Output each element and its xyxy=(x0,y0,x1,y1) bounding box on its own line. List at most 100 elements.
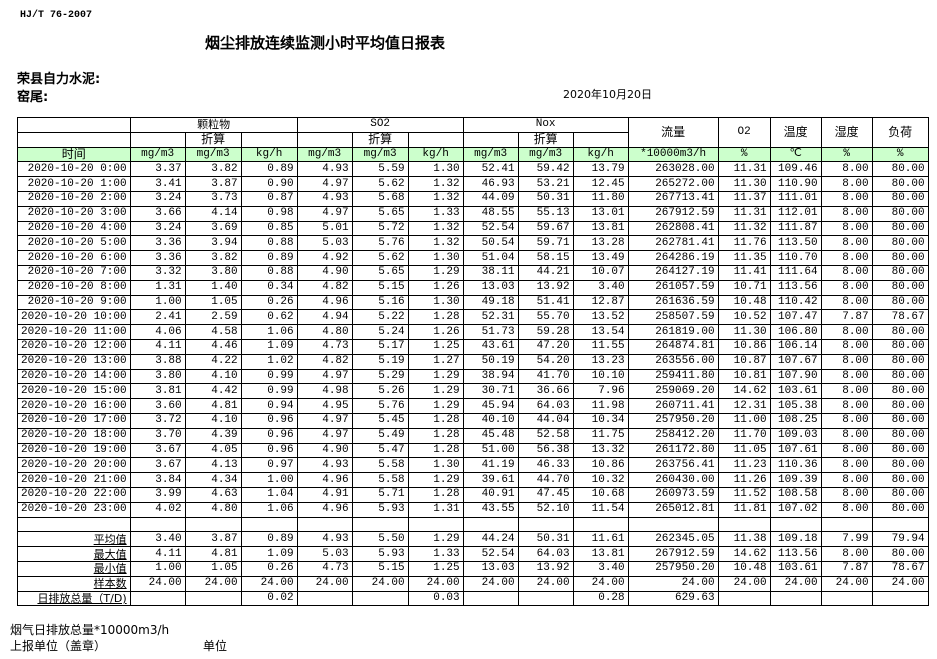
cell: 4.93 xyxy=(296,190,353,207)
summary-row: 平均值 3.40 3.87 0.89 4.93 5.50 1.29 44.24 50.31 11.… xyxy=(17,531,929,548)
so2-converted-header: 折算 xyxy=(351,131,409,148)
temp-header: 温度 xyxy=(769,117,822,148)
cell: 4.81 xyxy=(184,398,242,414)
cell: 11.75 xyxy=(572,427,629,444)
pm-converted-header: 折算 xyxy=(184,131,242,148)
row-label: 2020-10-20 9:00 xyxy=(17,294,131,311)
report-date: 2020年10月20日 xyxy=(563,88,652,101)
cell: 1.29 xyxy=(407,472,464,488)
cell xyxy=(296,516,353,533)
cell: 80.00 xyxy=(871,427,929,444)
row-label: 最大值 xyxy=(17,546,131,562)
cell: 80.00 xyxy=(871,412,929,429)
cell: 258412.20 xyxy=(627,427,719,444)
row-label: 2020-10-20 1:00 xyxy=(17,176,131,192)
cell: 8.00 xyxy=(820,442,873,459)
cell: 0.62 xyxy=(240,309,298,326)
cell: 103.61 xyxy=(769,383,822,400)
cell: 3.81 xyxy=(129,383,186,400)
cell: 11.30 xyxy=(717,324,771,340)
cell: 111.64 xyxy=(769,264,822,281)
table-row: 2020-10-20 3:00 3.66 4.14 0.98 4.97 5.65 1.33 4… xyxy=(17,205,929,222)
cell: 50.54 xyxy=(462,235,519,252)
cell: 11.31 xyxy=(717,161,771,178)
cell: 3.99 xyxy=(129,486,186,503)
cell: 12.31 xyxy=(717,398,771,414)
row-label: 2020-10-20 12:00 xyxy=(17,338,131,355)
cell: 10.48 xyxy=(717,560,771,577)
cell: 4.73 xyxy=(296,560,353,577)
cell: ℃ xyxy=(769,146,822,163)
cell: 267912.59 xyxy=(627,546,719,562)
flue-gas-total-label: 烟气日排放总量*10000m3/h xyxy=(10,623,170,637)
cell: 11.54 xyxy=(572,501,629,518)
cell: 267713.41 xyxy=(627,190,719,207)
cell: 3.36 xyxy=(129,235,186,252)
cell xyxy=(462,590,519,607)
o2-header: O2 xyxy=(717,117,771,148)
summary-row: 日排放总量（T/D) 0.02 0.03 0.28 629.63 xyxy=(17,590,929,607)
cell: 113.50 xyxy=(769,235,822,252)
cell: 4.46 xyxy=(184,338,242,355)
cell: 40.91 xyxy=(462,486,519,503)
cell: 80.00 xyxy=(871,324,929,340)
cell: 109.46 xyxy=(769,161,822,178)
cell xyxy=(769,516,822,533)
cell: 110.90 xyxy=(769,176,822,192)
table-row: 2020-10-20 1:00 3.41 3.87 0.90 4.97 5.62 1.32 4… xyxy=(17,176,929,192)
cell: 10.48 xyxy=(717,294,771,311)
cell: 5.71 xyxy=(351,486,409,503)
cell xyxy=(820,590,873,607)
cell: 1.28 xyxy=(407,427,464,444)
cell: 52.54 xyxy=(462,546,519,562)
cell: 80.00 xyxy=(871,205,929,222)
cell: 8.00 xyxy=(820,427,873,444)
table-row: 2020-10-20 9:00 1.00 1.05 0.26 4.96 5.16 1.30 4… xyxy=(17,294,929,311)
cell: 1.30 xyxy=(407,161,464,178)
cell: 38.94 xyxy=(462,368,519,385)
cell: 0.26 xyxy=(240,294,298,311)
table-row: 2020-10-20 7:00 3.32 3.80 0.88 4.90 5.65 1.29 3… xyxy=(17,264,929,281)
cell: 0.89 xyxy=(240,161,298,178)
cell: 1.31 xyxy=(129,279,186,296)
cell: 10.32 xyxy=(572,472,629,488)
cell: 8.00 xyxy=(820,398,873,414)
cell: 264127.19 xyxy=(627,264,719,281)
cell: 4.93 xyxy=(296,457,353,474)
cell: 5.19 xyxy=(351,353,409,370)
table-row: 2020-10-20 16:00 3.60 4.81 0.94 4.95 5.76 1.29… xyxy=(17,398,929,414)
cell: 80.00 xyxy=(871,294,929,311)
cell: 1.26 xyxy=(407,279,464,296)
table-row: 2020-10-20 5:00 3.36 3.94 0.88 5.03 5.76 1.32 5… xyxy=(17,235,929,252)
cell: 5.65 xyxy=(351,264,409,281)
cell: 54.20 xyxy=(517,353,574,370)
cell: 262345.05 xyxy=(627,531,719,548)
header-row-2: 折算 折算 折算 xyxy=(17,131,929,148)
cell: 4.10 xyxy=(184,412,242,429)
cell xyxy=(351,590,409,607)
cell: 4.81 xyxy=(184,546,242,562)
cell: 629.63 xyxy=(627,590,719,607)
cell: 55.70 xyxy=(517,309,574,326)
humidity-header: 湿度 xyxy=(820,117,873,148)
cell: 52.10 xyxy=(517,501,574,518)
cell: 24.00 xyxy=(462,575,519,592)
cell: 0.03 xyxy=(407,590,464,607)
row-label: 时间 xyxy=(17,146,131,163)
cell: 264874.81 xyxy=(627,338,719,355)
cell: 13.79 xyxy=(572,161,629,178)
table-row: 2020-10-20 20:00 3.67 4.13 0.97 4.93 5.58 1.30… xyxy=(17,457,929,474)
cell: 258507.59 xyxy=(627,309,719,326)
cell: 264286.19 xyxy=(627,250,719,266)
cell: 80.00 xyxy=(871,398,929,414)
cell: 5.49 xyxy=(351,427,409,444)
cell: mg/m3 xyxy=(184,146,242,163)
cell: 1.25 xyxy=(407,560,464,577)
cell: 52.54 xyxy=(462,220,519,237)
cell: 78.67 xyxy=(871,560,929,577)
cell: 10.86 xyxy=(717,338,771,355)
cell: 80.00 xyxy=(871,220,929,237)
cell: 1.05 xyxy=(184,294,242,311)
cell: 44.70 xyxy=(517,472,574,488)
cell: 5.72 xyxy=(351,220,409,237)
